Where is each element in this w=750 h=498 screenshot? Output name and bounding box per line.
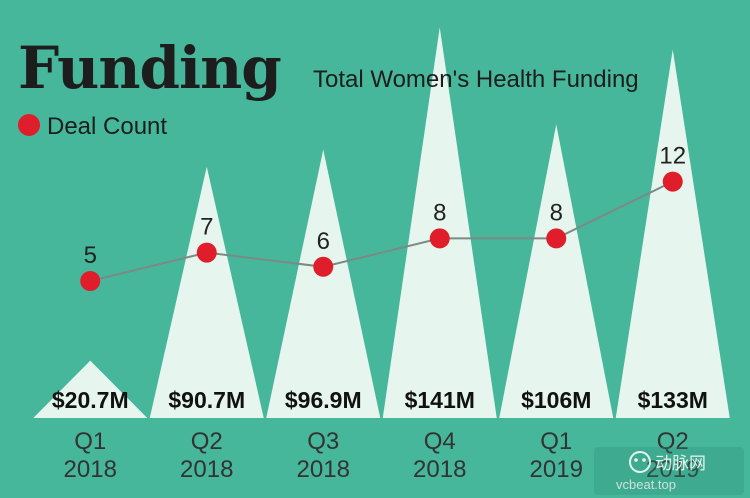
chart-subtitle: Total Women's Health Funding	[313, 66, 639, 93]
watermark-brand: 动脉网	[655, 454, 706, 474]
funding-value-label: $141M	[405, 387, 475, 413]
deal-count-label: 6	[317, 228, 330, 255]
funding-value-label: $106M	[521, 387, 591, 413]
wechat-icon	[629, 451, 651, 473]
x-tick-year: 2018	[297, 456, 350, 483]
deal-count-label: 8	[433, 199, 446, 226]
x-tick-year: 2018	[180, 456, 233, 483]
funding-value-label: $96.9M	[285, 387, 362, 413]
chart-title: Funding	[18, 34, 281, 102]
x-tick-year: 2018	[64, 456, 117, 483]
funding-value-labels: $20.7M $90.7M $96.9M $141M $106M $133M	[52, 387, 708, 413]
x-tick-year: 2019	[530, 456, 583, 483]
watermark: 动脉网 vcbeat.top	[594, 447, 744, 495]
deal-count-label: 8	[550, 199, 563, 226]
x-tick-quarter: Q1	[540, 428, 572, 455]
deal-count-point	[313, 256, 334, 277]
deal-count-label: 5	[84, 242, 97, 269]
watermark-url: vcbeat.top	[616, 477, 676, 492]
funding-value-label: $20.7M	[52, 387, 129, 413]
legend-label: Deal Count	[47, 113, 167, 140]
funding-value-label: $90.7M	[168, 387, 245, 413]
funding-triangle	[149, 166, 264, 418]
funding-triangle	[382, 27, 497, 419]
x-tick-quarter: Q1	[74, 428, 106, 455]
funding-triangle	[499, 124, 614, 418]
x-tick-quarter: Q2	[657, 428, 689, 455]
deal-count-point	[546, 228, 567, 249]
deal-count-label: 7	[200, 214, 213, 241]
deal-count-point	[196, 242, 217, 263]
deal-count-label: 12	[659, 143, 686, 170]
funding-value-label: $133M	[638, 387, 708, 413]
funding-triangle	[33, 360, 148, 418]
legend: Deal Count	[18, 113, 167, 140]
funding-triangles	[33, 27, 730, 419]
legend-dot-icon	[18, 114, 40, 136]
deal-count-point	[662, 171, 683, 192]
x-tick-year: 2019	[646, 456, 699, 483]
funding-triangle	[615, 49, 730, 419]
x-tick-year: 2018	[413, 456, 466, 483]
x-tick-quarter: Q2	[191, 428, 223, 455]
deal-count-line	[90, 180, 674, 282]
watermark-backdrop	[594, 447, 744, 495]
x-tick-quarter: Q4	[424, 428, 456, 455]
deal-count-series: 5 7 6 8 8 12	[80, 143, 686, 291]
x-tick-quarter: Q3	[307, 428, 339, 455]
deal-count-point	[429, 228, 450, 249]
deal-count-point	[80, 271, 101, 291]
funding-triangle	[266, 149, 381, 418]
